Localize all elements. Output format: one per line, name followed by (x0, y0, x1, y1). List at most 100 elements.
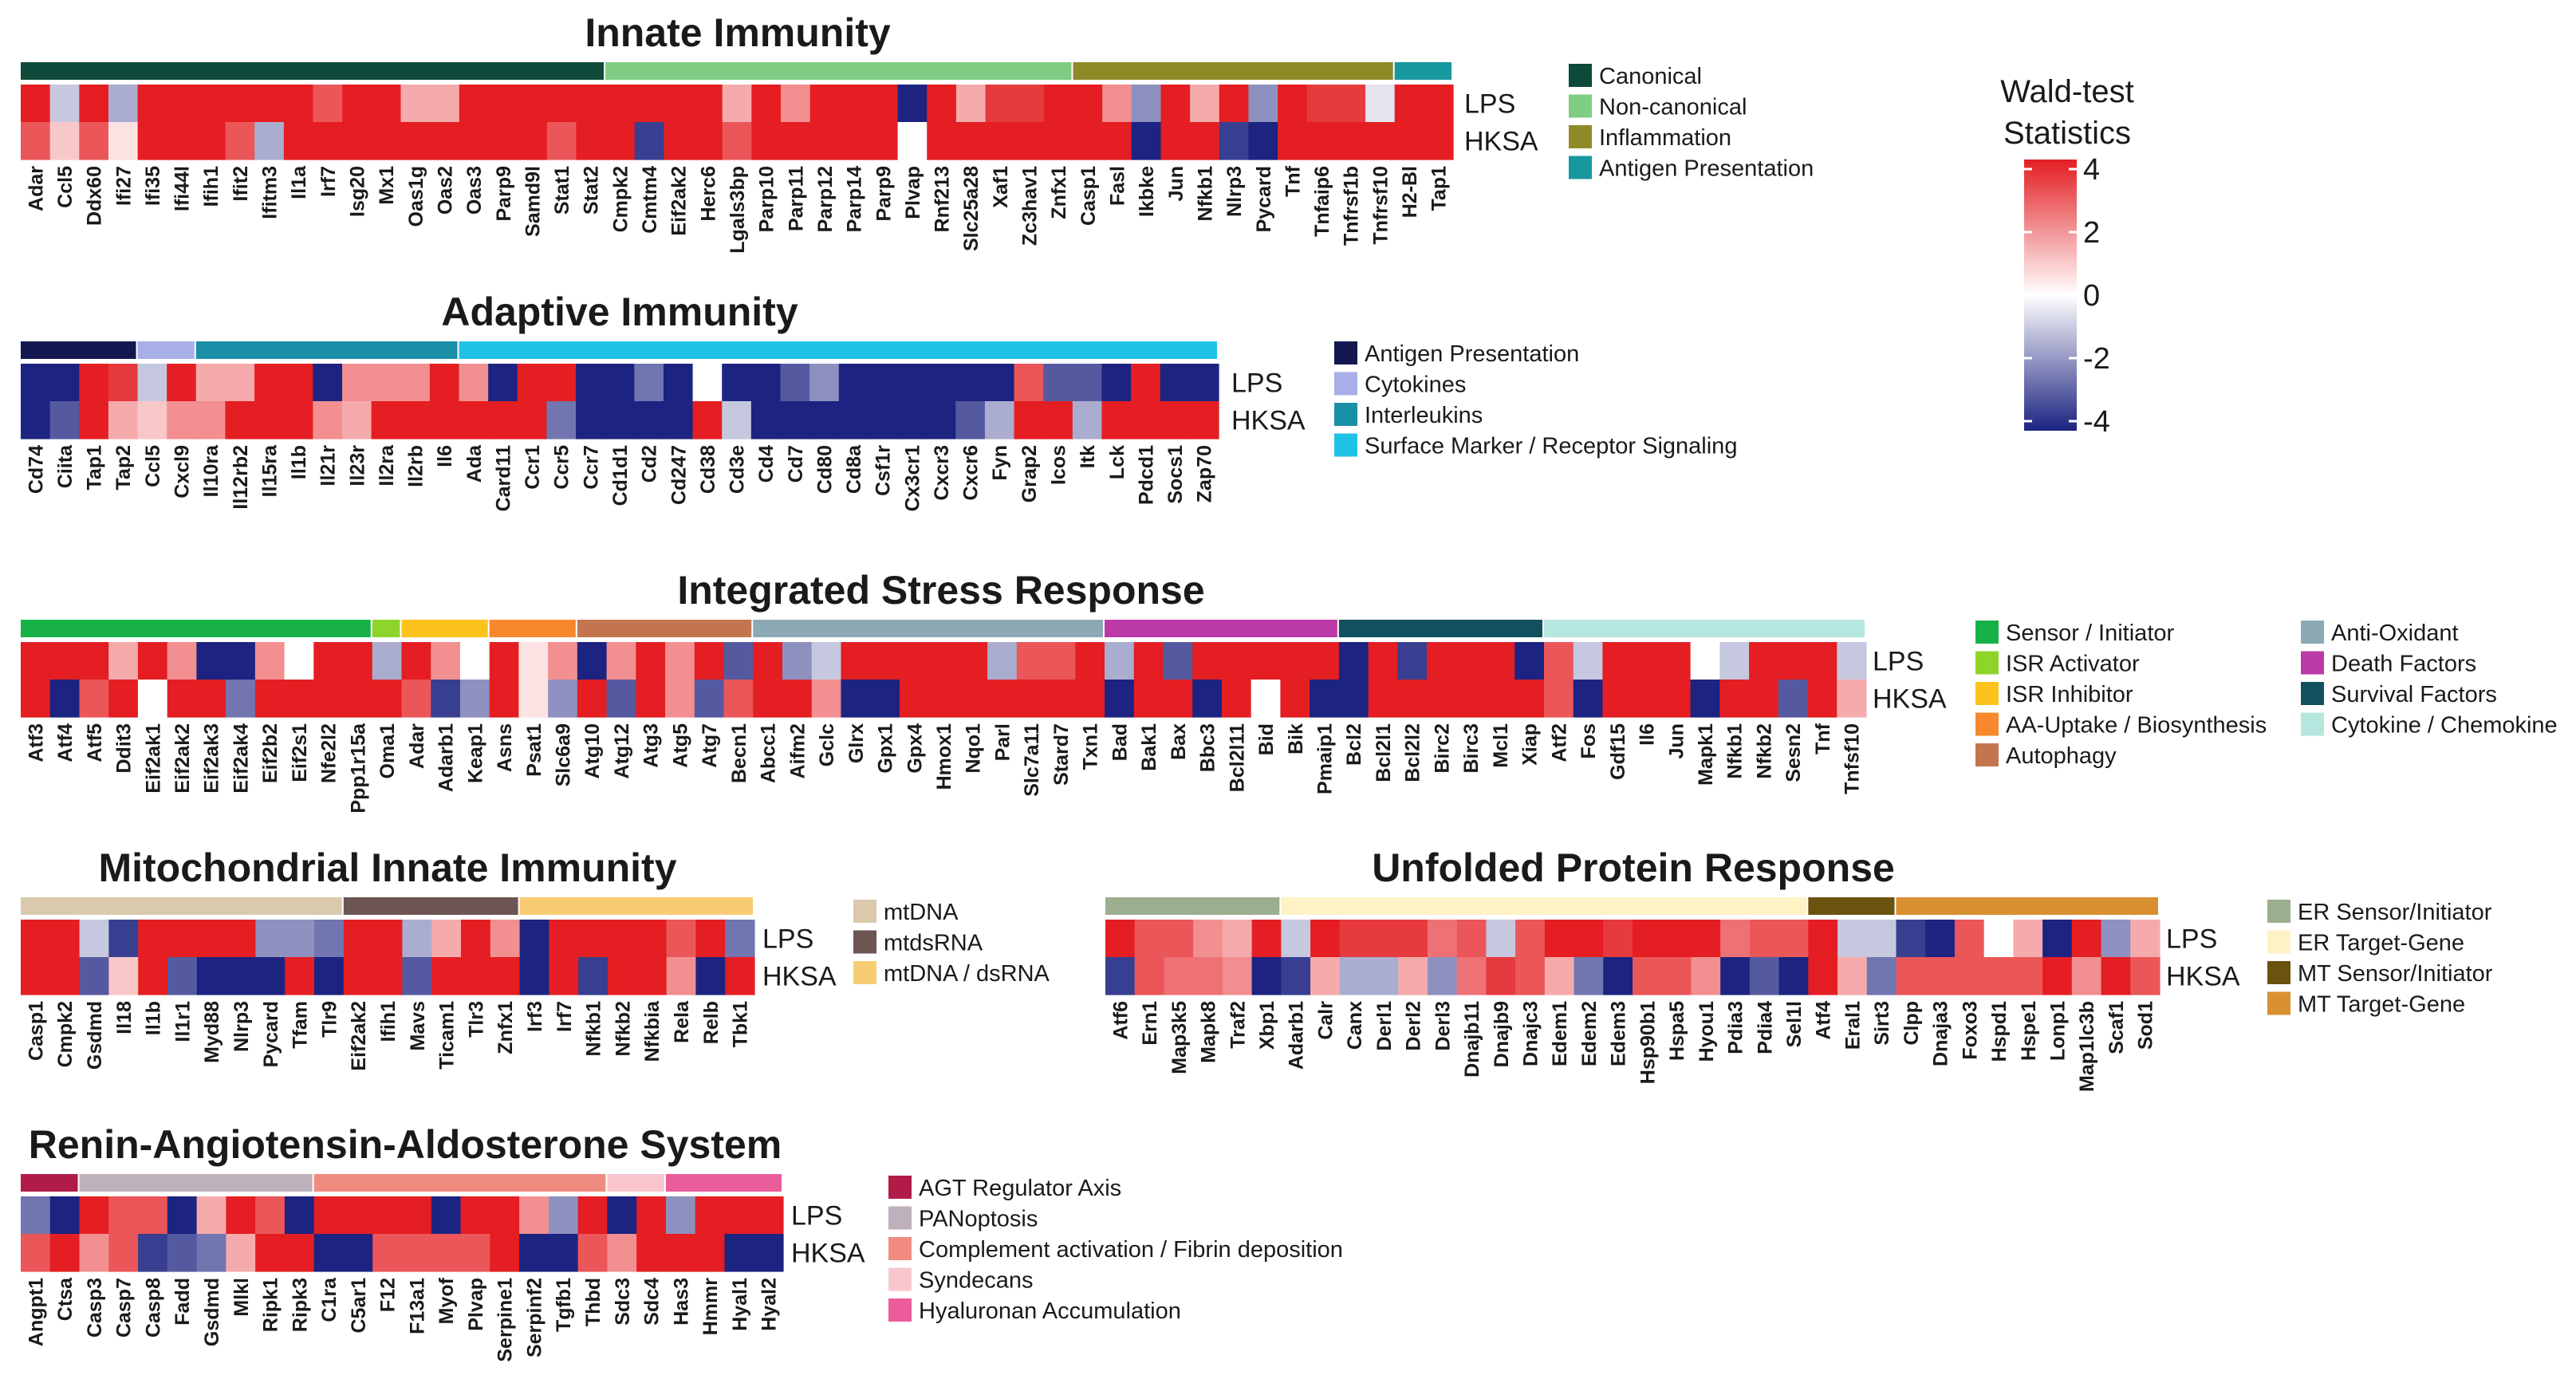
heatmap-cell (1369, 957, 1399, 995)
gene-label: Il10ra (200, 444, 223, 497)
heatmap-cell (372, 642, 403, 680)
heatmap-cell (226, 920, 256, 958)
gene-label: Parp14 (844, 166, 866, 232)
heatmap-cell (1660, 642, 1692, 680)
heatmap-cell (1310, 642, 1340, 680)
gene-label: Mapk1 (1695, 723, 1717, 786)
heatmap-cell (431, 1196, 462, 1235)
gene-label: Il1b (143, 1001, 165, 1035)
gene-label: Ifitm3 (259, 166, 282, 219)
gene-label: Ifih1 (200, 166, 223, 207)
heatmap-cell (782, 680, 813, 718)
group-annotation-bar (372, 620, 400, 637)
heatmap-cell (1251, 920, 1282, 958)
heatmap-cell (372, 920, 403, 958)
gene-label: Csf1r (872, 445, 895, 496)
gene-label: Eif2ak2 (171, 723, 194, 794)
gene-label: Il6 (1637, 723, 1659, 746)
heatmap-cell (636, 920, 668, 958)
heatmap-cell (636, 1196, 667, 1235)
gene-label: Bcl2 (1343, 723, 1365, 766)
heatmap-cell (605, 364, 635, 402)
heatmap-cell (518, 85, 548, 123)
heatmap-cell (725, 920, 755, 958)
gene-label: Ctsa (54, 1277, 77, 1321)
heatmap-cell (255, 920, 286, 958)
heatmap-cell (1896, 920, 1926, 958)
gene-label: Il2rb (405, 445, 427, 487)
heatmap-cell (488, 364, 518, 402)
panel-title: Integrated Stress Response (677, 568, 1204, 613)
heatmap-cell (283, 122, 314, 160)
gene-label: Atf5 (84, 723, 106, 762)
condition-label: LPS (2166, 924, 2217, 955)
heatmap-cell (1251, 957, 1282, 995)
gene-label: Sdc3 (612, 1278, 634, 1326)
heatmap-cell (284, 1234, 315, 1272)
heatmap-cell (167, 920, 198, 958)
heatmap-cell (722, 85, 752, 123)
gene-label: Tap1 (1428, 166, 1451, 211)
heatmap-cell (21, 401, 51, 439)
heatmap-cell (809, 85, 840, 123)
gene-label: Ifi27 (112, 166, 135, 206)
heatmap-cell (1455, 642, 1487, 680)
gene-label: Derl1 (1373, 1001, 1396, 1051)
heatmap-cell (1424, 122, 1454, 160)
heatmap-cell (1368, 642, 1398, 680)
heatmap-cell (226, 642, 256, 680)
heatmap-cell (225, 364, 255, 402)
heatmap-cell (1543, 642, 1574, 680)
heatmap-cell (1837, 920, 1868, 958)
gene-label: Xiap (1519, 723, 1542, 766)
heatmap-cell (722, 401, 752, 439)
heatmap-cell (2071, 957, 2102, 995)
gene-label: Samd9l (522, 166, 544, 237)
heatmap-cell (79, 642, 109, 680)
heatmap-cell (1281, 957, 1311, 995)
heatmap-cell (1778, 642, 1809, 680)
heatmap-cell (1338, 680, 1369, 718)
gene-label: Canx (1344, 1001, 1366, 1050)
legend-label: Cytokine / Chemokine (2331, 713, 2558, 739)
heatmap-cell (780, 364, 810, 402)
heatmap-cell (1281, 920, 1311, 958)
heatmap-cell (1515, 957, 1546, 995)
heatmap-cell (400, 122, 431, 160)
heatmap-cell (753, 680, 783, 718)
legend-swatch (888, 1176, 912, 1199)
heatmap-cell (518, 680, 549, 718)
heatmap-cell (342, 85, 372, 123)
gene-label: Atg12 (611, 723, 633, 778)
heatmap-cell (546, 85, 577, 123)
heatmap-cell (402, 920, 432, 958)
gene-label: Sdc4 (641, 1278, 664, 1326)
gene-label: Scaf1 (2105, 1001, 2128, 1054)
heatmap-cell (987, 642, 1018, 680)
heatmap-cell (750, 364, 782, 402)
heatmap-cell (1397, 680, 1428, 718)
heatmap-cell (1866, 957, 1897, 995)
heatmap-cell (1574, 957, 1604, 995)
legend-label: Autophagy (2006, 743, 2117, 769)
heatmap-cell (577, 1234, 608, 1272)
gene-label: Bid (1255, 723, 1278, 755)
gene-label: Foxo3 (1959, 1001, 1981, 1060)
gene-label: Edem1 (1549, 1001, 1571, 1066)
gene-label: Pycard (260, 1001, 282, 1067)
heatmap-cell (987, 680, 1018, 718)
heatmap-cell (723, 680, 754, 718)
gene-label: Aifm2 (786, 723, 809, 778)
heatmap-cell (1102, 85, 1132, 123)
gene-label: Hyal2 (758, 1278, 781, 1331)
condition-label: LPS (1873, 647, 1924, 677)
heatmap-cell (2013, 920, 2043, 958)
heatmap-cell (1720, 920, 1751, 958)
heatmap-cell (195, 122, 226, 160)
gene-label: Ccr1 (522, 445, 544, 490)
heatmap-cell (400, 85, 431, 123)
legend-label: Non-canonical (1599, 95, 1747, 120)
gene-label: Bcl2l11 (1226, 723, 1248, 792)
heatmap-cell (1310, 680, 1340, 718)
heatmap-cell (782, 642, 813, 680)
